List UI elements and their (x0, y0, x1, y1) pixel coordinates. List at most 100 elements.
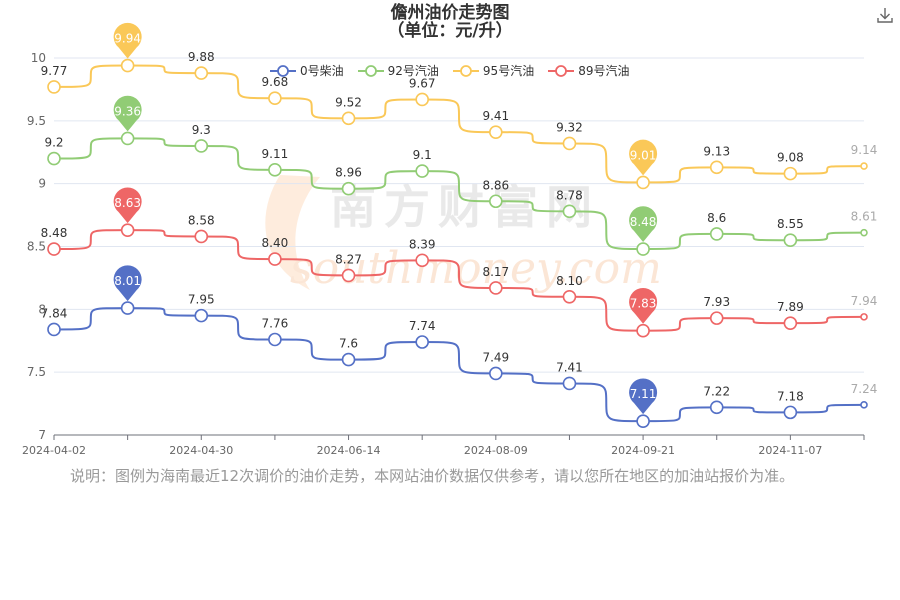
data-point[interactable] (341, 111, 356, 126)
data-label: 9.11 (262, 147, 289, 161)
series-line (53, 64, 865, 184)
grid-lines (54, 57, 864, 373)
extreme-pin[interactable]: 9.36 (113, 95, 142, 132)
data-point[interactable] (120, 131, 135, 146)
data-point[interactable] (489, 281, 503, 295)
data-point[interactable] (562, 289, 577, 304)
legend-item[interactable]: 95号汽油 (452, 62, 534, 79)
pin-label: 7.83 (630, 297, 657, 311)
data-point[interactable] (783, 233, 798, 248)
data-point[interactable] (709, 227, 724, 241)
data-point[interactable] (415, 164, 429, 178)
pin-label: 9.01 (630, 148, 657, 162)
data-point[interactable] (860, 228, 868, 237)
data-point[interactable] (120, 223, 135, 237)
data-point[interactable] (860, 162, 868, 170)
extreme-pin[interactable]: 8.01 (113, 265, 142, 302)
data-point[interactable] (47, 242, 61, 256)
data-point[interactable] (194, 229, 209, 244)
data-label: 7.22 (703, 384, 730, 398)
data-label: 9.88 (188, 50, 215, 64)
data-label: 8.96 (335, 166, 362, 180)
pin-label: 9.36 (114, 104, 141, 118)
data-point[interactable] (709, 160, 724, 175)
data-point[interactable] (415, 335, 429, 349)
legend-line-icon (270, 64, 296, 77)
data-point[interactable] (341, 352, 356, 367)
data-point[interactable] (860, 401, 868, 409)
data-point[interactable] (783, 405, 798, 420)
data-point[interactable] (489, 125, 503, 139)
data-label: 9.1 (413, 148, 432, 162)
markers: 8.01 7.11 9.36 8.48 9.94 9.01 8.63 7.83 (113, 22, 658, 415)
data-label: 9.67 (409, 76, 436, 90)
data-point[interactable] (341, 181, 356, 196)
data-label: 9.14 (851, 143, 878, 157)
data-label: 9.52 (335, 95, 362, 109)
data-point[interactable] (783, 166, 798, 181)
data-point[interactable] (47, 151, 61, 166)
extreme-pin[interactable]: 8.48 (629, 206, 658, 243)
data-point[interactable] (415, 92, 429, 107)
legend-item[interactable]: 89号汽油 (548, 62, 629, 79)
legend-label: 92号汽油 (387, 64, 439, 78)
data-point[interactable] (268, 332, 282, 347)
legend-line-icon (548, 64, 575, 77)
data-point[interactable] (341, 268, 356, 283)
data-point[interactable] (47, 80, 61, 94)
data-point[interactable] (415, 253, 429, 268)
data-point[interactable] (709, 400, 724, 415)
extreme-pin[interactable]: 9.01 (629, 139, 658, 176)
x-tick-label: 2024-11-07 (758, 444, 822, 457)
data-label: 7.95 (188, 293, 215, 307)
data-point[interactable] (194, 139, 209, 153)
data-label: 8.39 (409, 237, 436, 251)
y-tick-label: 9.5 (27, 114, 46, 128)
extreme-pin[interactable]: 7.83 (629, 287, 658, 324)
data-label: 9.68 (262, 75, 289, 89)
chart-title-line1: 儋州油价走势图 (390, 3, 510, 23)
data-point[interactable] (636, 242, 650, 256)
extreme-pin[interactable]: 7.11 (629, 378, 658, 415)
extreme-pin[interactable]: 9.94 (113, 22, 142, 59)
data-point[interactable] (268, 163, 282, 177)
data-label: 7.84 (41, 306, 68, 320)
data-label: 8.6 (707, 211, 726, 225)
data-point[interactable] (860, 313, 868, 321)
data-point[interactable] (194, 66, 209, 80)
data-point[interactable] (562, 136, 577, 151)
data-point[interactable] (636, 175, 650, 190)
data-point[interactable] (562, 376, 577, 391)
extreme-pin[interactable]: 8.63 (113, 187, 142, 224)
y-tick-label: 9 (38, 177, 46, 191)
data-point[interactable] (47, 322, 61, 337)
data-point[interactable] (268, 252, 282, 266)
data-point[interactable] (636, 414, 650, 428)
data-point[interactable] (709, 311, 724, 325)
y-tick-label: 7 (38, 428, 46, 442)
data-point[interactable] (268, 91, 282, 106)
legend: 0号柴油 92号汽油 95号汽油 89号汽油 (270, 62, 629, 79)
legend-item[interactable]: 0号柴油 (270, 62, 344, 79)
data-label: 9.77 (41, 64, 68, 78)
data-point[interactable] (489, 366, 503, 381)
x-axis: 2024-04-02 2024-04-30 2024-06-14 2024-08-09… (22, 434, 865, 457)
data-point[interactable] (636, 323, 650, 338)
data-point[interactable] (783, 316, 798, 330)
data-point[interactable] (194, 308, 209, 323)
data-point[interactable] (562, 204, 577, 219)
data-point[interactable] (120, 58, 135, 73)
pin-label: 8.63 (114, 196, 141, 210)
series-3: 8.48 8.58 8.40 8.27 8.39 8.17 8.10 7.93 7.89 7.94 (41, 213, 877, 338)
pin-shape (629, 206, 658, 243)
pin-shape (629, 287, 658, 324)
pin-shape (629, 139, 658, 176)
download-icon[interactable] (876, 6, 894, 24)
data-point[interactable] (120, 301, 135, 315)
legend-label: 0号柴油 (300, 64, 344, 78)
data-point[interactable] (489, 194, 503, 209)
data-label: 8.55 (777, 217, 804, 231)
pin-label: 8.01 (114, 274, 141, 288)
pin-shape (629, 378, 658, 415)
legend-item[interactable]: 92号汽油 (357, 62, 439, 79)
